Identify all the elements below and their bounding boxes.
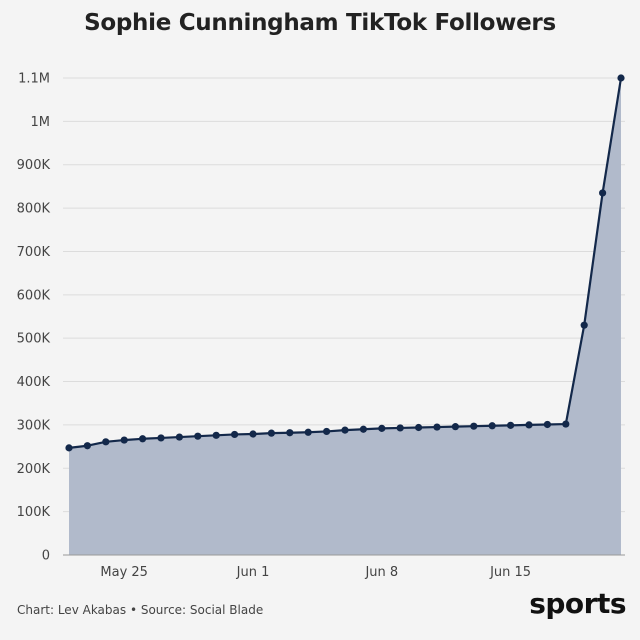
data-point <box>396 424 404 432</box>
data-point <box>157 434 165 442</box>
y-tick-label: 300K <box>17 418 51 433</box>
data-point <box>507 421 515 429</box>
data-point <box>212 431 220 439</box>
data-point <box>470 422 478 430</box>
y-tick-label: 600K <box>17 288 51 303</box>
data-point <box>525 421 533 429</box>
data-point <box>433 423 441 431</box>
data-point <box>102 438 110 446</box>
y-tick-label: 200K <box>17 462 51 477</box>
data-point <box>580 321 588 329</box>
data-point <box>562 420 570 428</box>
data-point <box>488 422 496 430</box>
data-point <box>139 435 147 443</box>
x-tick-label: Jun 8 <box>364 565 398 580</box>
data-point <box>83 442 91 450</box>
data-point <box>599 189 607 197</box>
chart-title: Sophie Cunningham TikTok Followers <box>84 10 556 36</box>
brand-logo: sports <box>529 587 626 620</box>
area-fill <box>69 78 621 555</box>
data-point <box>120 436 128 444</box>
data-point <box>323 427 331 436</box>
data-point <box>267 429 275 437</box>
y-tick-label: 900K <box>17 158 51 173</box>
x-tick-label: May 25 <box>100 565 148 580</box>
data-point <box>451 423 459 431</box>
y-tick-label: 700K <box>17 245 51 260</box>
data-point <box>304 428 312 436</box>
x-tick-label: Jun 1 <box>236 565 270 580</box>
data-point <box>249 430 257 438</box>
chart-credit: Chart: Lev Akabas • Source: Social Blade <box>17 603 264 617</box>
data-point <box>617 74 625 82</box>
data-point <box>378 424 386 432</box>
data-point <box>286 429 294 437</box>
data-point <box>175 433 183 441</box>
data-point <box>543 420 552 429</box>
data-point <box>359 425 367 433</box>
y-tick-label: 100K <box>17 505 51 520</box>
y-tick-label: 400K <box>17 375 51 390</box>
data-point <box>231 430 239 439</box>
y-tick-label: 800K <box>17 202 51 217</box>
data-point <box>194 432 202 440</box>
y-tick-label: 500K <box>17 332 51 347</box>
y-tick-label: 1M <box>31 115 51 130</box>
x-tick-label: Jun 15 <box>489 565 531 580</box>
data-point <box>341 426 349 434</box>
series-line <box>68 77 623 449</box>
y-tick-label: 1.1M <box>18 72 50 87</box>
y-tick-label: 0 <box>42 549 50 564</box>
data-point <box>415 423 423 432</box>
data-point <box>65 444 73 452</box>
